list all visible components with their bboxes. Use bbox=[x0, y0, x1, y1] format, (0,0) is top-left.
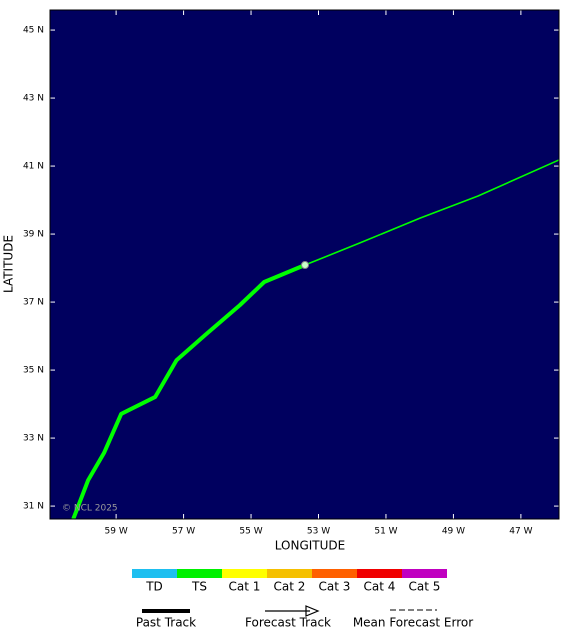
y-axis-label: LATITUDE bbox=[2, 235, 16, 293]
current-position bbox=[301, 261, 310, 270]
forecast-track-legend-arrow bbox=[305, 605, 320, 617]
intensity-swatch bbox=[312, 569, 357, 578]
track-line bbox=[71, 263, 306, 520]
plot-frame bbox=[49, 9, 560, 520]
x-tick-label: 49 W bbox=[442, 527, 465, 537]
intensity-swatch bbox=[177, 569, 222, 578]
x-tick-label: 47 W bbox=[509, 527, 532, 537]
intensity-label: Cat 3 bbox=[319, 580, 351, 594]
intensity-swatch bbox=[267, 569, 312, 578]
track-line bbox=[304, 159, 560, 266]
x-tick-label: 59 W bbox=[105, 527, 128, 537]
error-legend-label: Mean Forecast Error bbox=[353, 616, 473, 630]
x-tick-label: 57 W bbox=[172, 527, 195, 537]
y-tick-label: 45 N bbox=[23, 26, 44, 36]
copyright: © NCL 2025 bbox=[62, 504, 118, 514]
intensity-swatch bbox=[222, 569, 267, 578]
intensity-label: Cat 4 bbox=[364, 580, 396, 594]
track-legend-label: Forecast Track bbox=[245, 616, 331, 630]
intensity-label: Cat 5 bbox=[409, 580, 441, 594]
x-axis-label: LONGITUDE bbox=[275, 539, 345, 553]
y-tick-label: 33 N bbox=[23, 434, 44, 444]
y-tick-label: 37 N bbox=[23, 298, 44, 308]
x-tick-label: 53 W bbox=[307, 527, 330, 537]
intensity-swatch bbox=[357, 569, 402, 578]
intensity-label: Cat 2 bbox=[274, 580, 306, 594]
intensity-swatch bbox=[402, 569, 447, 578]
y-tick-label: 39 N bbox=[23, 230, 44, 240]
track-legend-label: Past Track bbox=[136, 616, 196, 630]
intensity-label: Cat 1 bbox=[229, 580, 261, 594]
intensity-label: TS bbox=[191, 580, 207, 594]
y-tick-label: 35 N bbox=[23, 366, 44, 376]
x-tick-label: 51 W bbox=[374, 527, 397, 537]
intensity-label: TD bbox=[145, 580, 163, 594]
intensity-swatch bbox=[132, 569, 177, 578]
y-tick-label: 41 N bbox=[23, 162, 44, 172]
y-tick-label: 31 N bbox=[23, 502, 44, 512]
y-tick-label: 43 N bbox=[23, 94, 44, 104]
x-tick-label: 55 W bbox=[239, 527, 262, 537]
